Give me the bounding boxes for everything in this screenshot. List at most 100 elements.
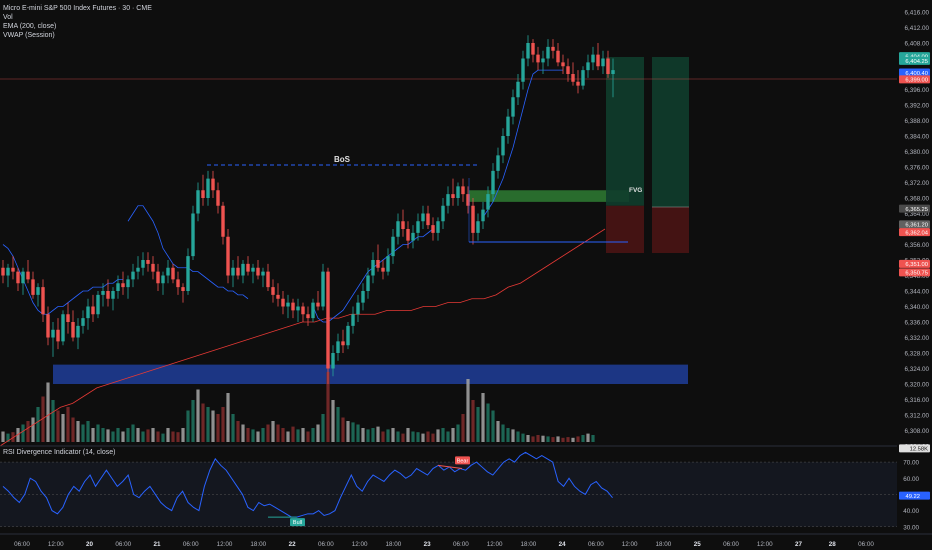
price-tick-label: 6,408.00 <box>904 41 929 48</box>
volume-bar <box>131 424 135 442</box>
volume-bar <box>591 435 595 442</box>
volume-bar <box>366 429 370 442</box>
candle-body <box>21 271 25 284</box>
volume-bar <box>566 437 570 442</box>
price-tick-label: 6,388.00 <box>904 118 929 125</box>
volume-bar <box>541 435 545 442</box>
legend-ema[interactable]: EMA (200, close) <box>3 23 57 30</box>
candle-body <box>26 271 30 280</box>
rsi-legend[interactable]: RSI Divergence Indicator (14, close) <box>3 449 116 456</box>
legend-vol[interactable]: Vol <box>3 14 13 21</box>
candle-body <box>31 279 35 295</box>
candle-body <box>166 267 170 276</box>
volume-bar <box>521 433 525 442</box>
price-badge <box>899 444 930 453</box>
price-tick-label: 6,392.00 <box>904 103 929 110</box>
volume-bar <box>361 428 365 442</box>
time-tick-label: 06:00 <box>858 541 874 548</box>
volume-bar <box>111 431 115 442</box>
price-tick-label: 6,416.00 <box>904 10 929 17</box>
price-badge-label: 6,399.00 <box>905 78 928 84</box>
candle-body <box>236 267 240 276</box>
candle-body <box>276 294 280 299</box>
ema200-line <box>0 228 606 447</box>
candle-body <box>511 97 515 117</box>
candle-body <box>256 267 260 276</box>
price-tick-label: 6,316.00 <box>904 397 929 404</box>
volume-bar <box>561 437 565 442</box>
candle-body <box>386 256 390 272</box>
price-badge-label: 6,350.75 <box>905 271 928 277</box>
price-tick-label: 6,332.00 <box>904 335 929 342</box>
candle-body <box>346 325 350 346</box>
candle-body <box>506 116 510 136</box>
time-tick-label: 06:00 <box>14 541 30 548</box>
volume-bar <box>166 428 170 442</box>
volume-bar <box>101 428 105 442</box>
volume-bar <box>176 432 180 442</box>
volume-bar <box>531 436 535 442</box>
candle-body <box>266 271 270 288</box>
candle-body <box>16 271 20 284</box>
candle-body <box>526 43 530 59</box>
volume-bar <box>186 410 190 442</box>
volume-bar <box>491 410 495 442</box>
symbol-title[interactable]: Micro E-mini S&P 500 Index Futures · 30 … <box>3 5 152 12</box>
candle-body <box>531 43 535 55</box>
volume-bar <box>246 428 250 442</box>
volume-bar <box>226 393 230 442</box>
price-badge-label: 6,400.40 <box>905 71 928 77</box>
candle-body <box>196 190 200 214</box>
volume-bar <box>516 431 520 442</box>
candle-body <box>156 271 160 284</box>
candle-body <box>421 213 425 222</box>
volume-bar <box>136 428 140 442</box>
volume-bar <box>91 428 95 442</box>
volume-bar <box>486 403 490 442</box>
volume-bar <box>151 428 155 442</box>
candles-layer <box>1 35 615 384</box>
volume-bar <box>156 431 160 442</box>
volume-bar <box>141 431 145 442</box>
volume-bar <box>446 431 450 442</box>
volume-bar <box>266 424 270 442</box>
time-tick-label: 12:00 <box>622 541 638 548</box>
volume-bar <box>456 424 460 442</box>
time-tick-label: 12:00 <box>757 541 773 548</box>
volume-bar <box>41 396 45 442</box>
bos-label: BoS <box>334 155 351 164</box>
candle-body <box>76 325 80 338</box>
candle-body <box>206 178 210 198</box>
volume-bar <box>386 429 390 442</box>
volume-bar <box>326 372 330 442</box>
candle-body <box>471 205 475 233</box>
candle-body <box>46 314 50 338</box>
candle-body <box>516 81 520 98</box>
candle-body <box>341 341 345 346</box>
volume-bar <box>1 431 5 442</box>
volume-bar <box>406 428 410 442</box>
candle-body <box>141 260 145 268</box>
time-tick-label: 28 <box>829 541 837 548</box>
candle-body <box>456 186 460 198</box>
candle-body <box>556 50 560 63</box>
candle-body <box>496 155 500 171</box>
candle-body <box>86 306 90 319</box>
legend-vwap[interactable]: VWAP (Session) <box>3 32 55 39</box>
candle-body <box>146 260 150 264</box>
candle-body <box>486 194 490 210</box>
volume-bar <box>551 437 555 442</box>
volume-bar <box>451 428 455 442</box>
candle-body <box>181 287 185 291</box>
candle-body <box>286 302 290 307</box>
candle-body <box>41 287 45 315</box>
candle-body <box>546 46 550 59</box>
volume-bar <box>496 421 500 442</box>
vwap-line <box>482 69 563 218</box>
candle-body <box>231 267 235 276</box>
price-badge <box>899 268 930 277</box>
candle-body <box>211 178 215 191</box>
candle-body <box>311 302 315 319</box>
volume-bar <box>161 433 165 442</box>
